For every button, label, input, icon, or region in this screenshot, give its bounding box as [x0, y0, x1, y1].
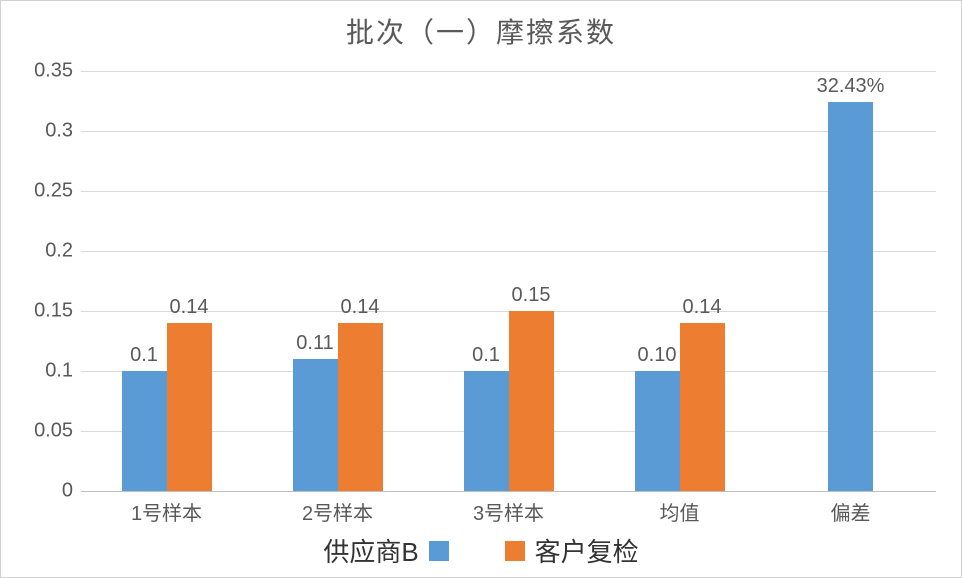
gridline: [81, 191, 936, 192]
bar: 0.14: [338, 323, 383, 491]
y-tick-label: 0.3: [45, 120, 73, 143]
x-tick-label: 偏差: [831, 497, 871, 526]
legend-item: 客户复检: [495, 532, 639, 569]
bar-value-label: 0.14: [341, 296, 380, 319]
y-tick-label: 0.1: [45, 360, 73, 383]
gridline: [81, 251, 936, 252]
plot-area: 00.050.10.150.20.250.30.351号样本0.10.142号样…: [81, 71, 936, 492]
bar: 0.11: [293, 359, 338, 491]
y-tick-label: 0.05: [34, 420, 73, 443]
bar-value-label: 0.15: [512, 284, 551, 307]
chart-container: 批次（一）摩擦系数 00.050.10.150.20.250.30.351号样本…: [0, 0, 962, 578]
bar-value-label: 0.10: [638, 344, 677, 367]
x-tick-label: 2号样本: [302, 497, 373, 526]
y-tick-label: 0.25: [34, 180, 73, 203]
bar-value-label: 0.1: [472, 344, 500, 367]
legend: 供应商B 客户复检: [1, 532, 961, 569]
y-tick-label: 0.15: [34, 300, 73, 323]
bar-value-label: 0.11: [296, 332, 333, 355]
bar-value-label: 0.14: [170, 296, 209, 319]
x-tick-label: 1号样本: [131, 497, 202, 526]
x-tick-label: 3号样本: [473, 497, 544, 526]
bar: 0.15: [509, 311, 554, 491]
gridline: [81, 71, 936, 72]
y-tick-label: 0.35: [34, 60, 73, 83]
legend-item: 供应商B: [323, 532, 458, 569]
bar-value-label: 32.43%: [817, 75, 885, 98]
bar: 0.1: [122, 371, 167, 491]
chart-title: 批次（一）摩擦系数: [1, 11, 961, 51]
bar: 32.43%: [828, 102, 873, 491]
legend-label: 客户复检: [535, 537, 639, 567]
y-tick-label: 0.2: [45, 240, 73, 263]
bar-value-label: 0.14: [683, 296, 722, 319]
x-tick-label: 均值: [660, 497, 700, 526]
gridline: [81, 131, 936, 132]
bar: 0.10: [635, 371, 680, 491]
legend-swatch: [505, 541, 525, 561]
y-tick-label: 0: [62, 480, 73, 503]
bar-value-label: 0.1: [130, 344, 158, 367]
legend-label: 供应商B: [323, 537, 418, 567]
bar: 0.14: [680, 323, 725, 491]
bar: 0.1: [464, 371, 509, 491]
legend-swatch: [429, 541, 449, 561]
bar: 0.14: [167, 323, 212, 491]
